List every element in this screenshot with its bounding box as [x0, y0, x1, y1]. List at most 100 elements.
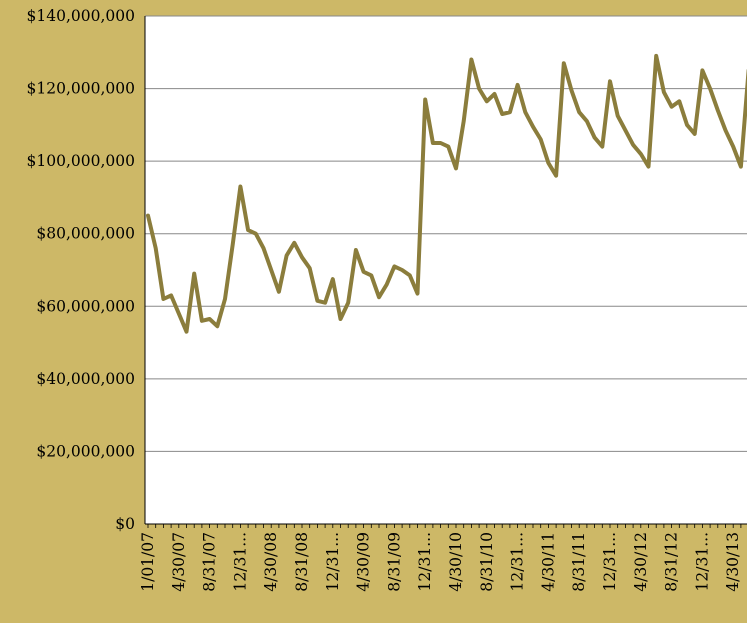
data-point [247, 229, 250, 232]
data-point [408, 274, 411, 277]
x-tick-label: 12/31... [509, 532, 527, 591]
x-tick-label: 4/30/08 [262, 532, 280, 592]
data-point [324, 301, 327, 304]
data-point [570, 89, 573, 92]
x-tick-label: 4/30/12 [632, 532, 650, 592]
data-point [347, 301, 350, 304]
x-tick-label: 12/31... [416, 532, 434, 591]
data-point [401, 269, 404, 272]
data-point [431, 142, 434, 145]
data-point [501, 112, 504, 115]
data-point [416, 292, 419, 295]
x-tick-label: 12/31... [231, 532, 249, 591]
data-point [478, 87, 481, 90]
data-point [370, 274, 373, 277]
data-point [301, 256, 304, 259]
data-point [470, 58, 473, 61]
data-point [732, 145, 735, 148]
data-point [147, 214, 150, 217]
data-point [424, 98, 427, 101]
data-point [670, 105, 673, 108]
x-tick-label: 8/31/07 [201, 532, 219, 592]
data-point [578, 111, 581, 114]
data-point [447, 145, 450, 148]
x-tick-label: 4/30/10 [447, 532, 465, 592]
data-point [231, 243, 234, 246]
data-point [200, 319, 203, 322]
data-point [632, 143, 635, 146]
plot-area [145, 16, 747, 524]
data-point [285, 254, 288, 257]
data-point [208, 317, 211, 320]
data-point [562, 62, 565, 65]
data-point [277, 290, 280, 293]
x-tick-label: 8/31/12 [663, 532, 681, 592]
data-point [254, 232, 257, 235]
data-point [709, 87, 712, 90]
data-point [547, 161, 550, 164]
data-point [162, 298, 165, 301]
x-tick-label: 8/31/08 [293, 532, 311, 592]
x-tick-label: 8/31/11 [570, 532, 588, 592]
data-point [593, 136, 596, 139]
data-point [185, 330, 188, 333]
data-point [609, 80, 612, 83]
data-point [585, 120, 588, 123]
data-point [493, 93, 496, 96]
data-point [362, 270, 365, 273]
data-point [662, 91, 665, 94]
x-tick-label: 4/30/11 [539, 532, 557, 592]
x-tick-label: 1/01/07 [139, 532, 157, 592]
x-tick-label: 8/31/10 [478, 532, 496, 592]
y-tick-label: $60,000,000 [36, 297, 135, 315]
data-point [177, 312, 180, 315]
data-point [693, 132, 696, 135]
data-point [485, 100, 488, 103]
x-tick-label: 4/30/13 [724, 532, 742, 592]
x-tick-label: 4/30/09 [355, 532, 373, 592]
data-point [516, 83, 519, 86]
data-point [439, 142, 442, 145]
data-point [170, 294, 173, 297]
data-point [616, 114, 619, 117]
data-point [308, 267, 311, 270]
data-point [293, 241, 296, 244]
data-point [647, 165, 650, 168]
x-tick-label: 12/31... [693, 532, 711, 591]
y-tick-label: $20,000,000 [36, 442, 135, 460]
data-point [739, 165, 742, 168]
data-point [555, 174, 558, 177]
data-point [655, 54, 658, 57]
data-point [270, 269, 273, 272]
data-point [716, 109, 719, 112]
data-point [724, 129, 727, 132]
x-tick-label: 12/31... [324, 532, 342, 591]
x-tick-label: 12/31... [601, 532, 619, 591]
data-point [455, 167, 458, 170]
y-tick-label: $0 [115, 515, 135, 533]
y-tick-label: $140,000,000 [27, 7, 135, 25]
data-point [262, 247, 265, 250]
data-point [678, 100, 681, 103]
y-tick-label: $100,000,000 [27, 152, 135, 170]
data-point [154, 247, 157, 250]
data-point [686, 123, 689, 126]
y-tick-label: $40,000,000 [36, 370, 135, 388]
y-tick-label: $120,000,000 [27, 80, 135, 98]
x-tick-label: 4/30/07 [170, 532, 188, 592]
x-tick-labels: 1/01/07 4/30/07 8/31/07 12/31... 4/30/08 8/31… [139, 532, 747, 592]
data-point [216, 325, 219, 328]
data-point [701, 69, 704, 72]
data-point [508, 111, 511, 114]
data-point [462, 120, 465, 123]
data-point [193, 272, 196, 275]
data-point [224, 298, 227, 301]
data-point [378, 296, 381, 299]
data-point [354, 249, 357, 252]
data-point [239, 185, 242, 188]
data-point [339, 317, 342, 320]
data-point [639, 152, 642, 155]
data-point [316, 299, 319, 302]
